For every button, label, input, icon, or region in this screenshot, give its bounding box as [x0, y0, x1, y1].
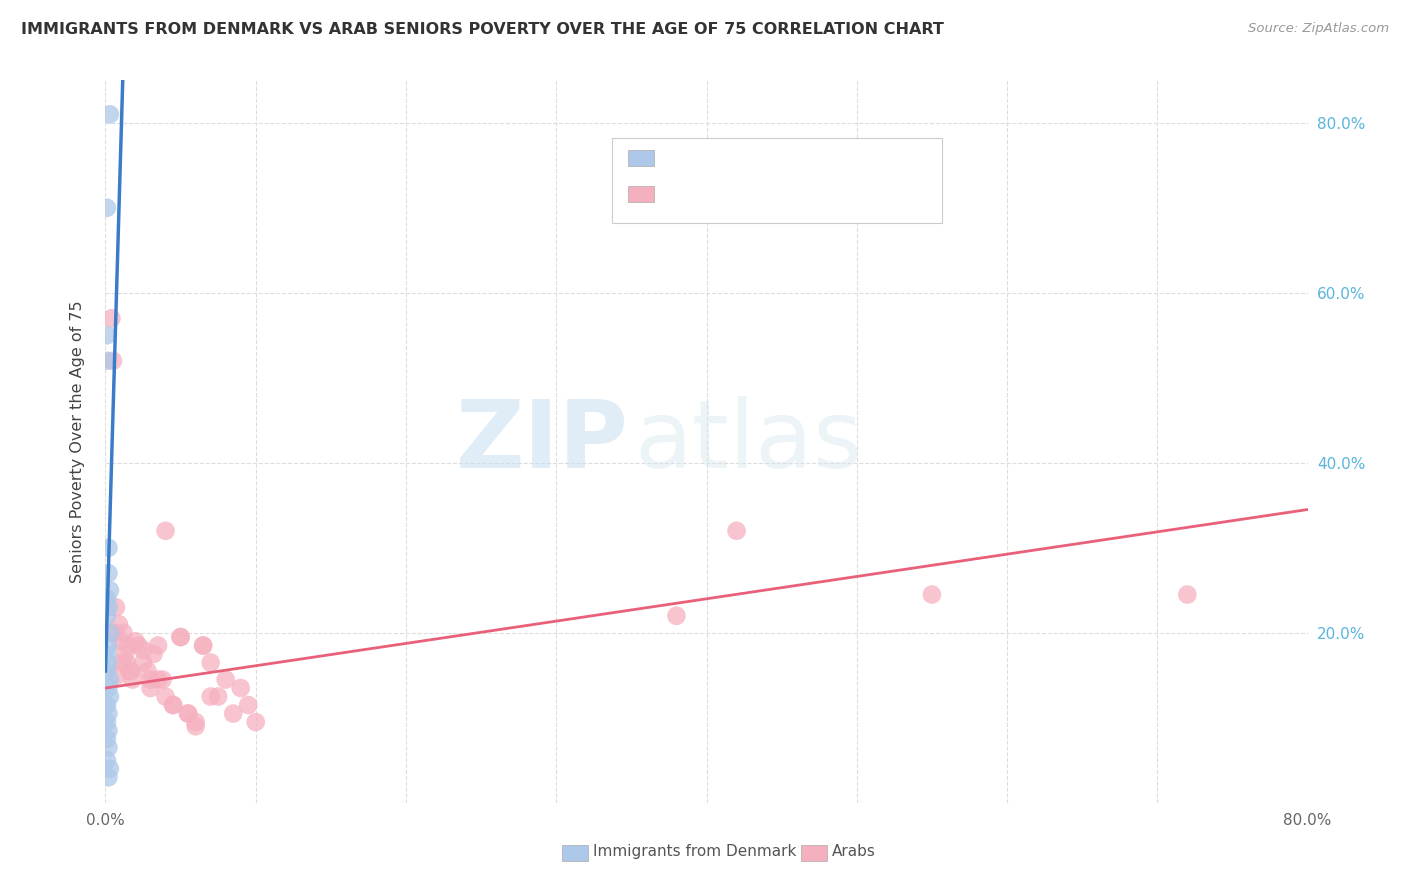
Text: IMMIGRANTS FROM DENMARK VS ARAB SENIORS POVERTY OVER THE AGE OF 75 CORRELATION C: IMMIGRANTS FROM DENMARK VS ARAB SENIORS …: [21, 22, 943, 37]
Point: [97, 740, 120, 755]
Point: [146, 673, 169, 687]
Point: [97, 681, 120, 695]
Point: [96, 714, 118, 729]
Point: [96, 753, 118, 767]
Point: [115, 656, 138, 670]
Point: [169, 630, 191, 644]
Y-axis label: Seniors Poverty Over the Age of 75: Seniors Poverty Over the Age of 75: [70, 301, 84, 582]
Point: [136, 664, 159, 678]
Point: [97, 600, 120, 615]
Point: [97, 566, 120, 581]
Point: [98, 625, 121, 640]
Point: [725, 524, 748, 538]
Point: [146, 639, 169, 653]
Point: [245, 714, 267, 729]
Point: [118, 664, 141, 678]
Point: [120, 664, 142, 678]
Point: [110, 634, 132, 648]
Point: [97, 656, 120, 670]
Point: [200, 656, 222, 670]
Point: [96, 664, 118, 678]
Point: [104, 600, 127, 615]
Point: [921, 588, 943, 602]
Point: [200, 690, 222, 704]
Point: [96, 353, 118, 368]
Point: [100, 311, 122, 326]
Point: [97, 723, 120, 738]
Point: [152, 673, 174, 687]
Point: [96, 698, 118, 712]
Point: [98, 762, 121, 776]
Point: [238, 698, 260, 712]
Point: [142, 647, 165, 661]
Point: [177, 706, 200, 721]
Point: [155, 524, 177, 538]
Point: [132, 642, 155, 657]
Point: [112, 625, 135, 640]
Point: [177, 706, 200, 721]
Point: [97, 706, 120, 721]
Text: ZIP: ZIP: [456, 395, 628, 488]
Point: [207, 690, 229, 704]
Point: [162, 698, 184, 712]
Point: [96, 732, 118, 747]
Point: [124, 634, 146, 648]
Text: Arabs: Arabs: [832, 845, 876, 859]
Point: [169, 630, 191, 644]
Point: [108, 617, 131, 632]
Point: [1175, 588, 1198, 602]
Point: [103, 625, 125, 640]
Point: [117, 639, 139, 653]
Point: [98, 107, 121, 121]
Point: [184, 714, 207, 729]
Point: [96, 328, 118, 343]
Point: [97, 770, 120, 784]
Point: [107, 668, 129, 682]
Point: [184, 719, 207, 733]
Text: atlas: atlas: [634, 395, 863, 488]
Text: Source: ZipAtlas.com: Source: ZipAtlas.com: [1249, 22, 1389, 36]
Point: [229, 681, 252, 695]
Point: [96, 608, 118, 623]
Point: [121, 673, 143, 687]
Point: [132, 656, 155, 670]
Point: [139, 681, 162, 695]
Point: [155, 690, 177, 704]
Point: [97, 639, 120, 653]
Point: [665, 608, 688, 623]
Point: [97, 541, 120, 555]
Point: [101, 353, 124, 368]
Point: [128, 639, 150, 653]
Point: [98, 583, 121, 598]
Point: [139, 673, 162, 687]
Text: R = 0.217: R = 0.217: [665, 187, 741, 202]
Point: [96, 201, 118, 215]
Point: [222, 706, 245, 721]
Point: [191, 639, 214, 653]
Point: [96, 647, 118, 661]
Point: [98, 690, 121, 704]
Text: N = 51: N = 51: [773, 187, 831, 202]
Point: [162, 698, 184, 712]
Point: [191, 639, 214, 653]
Point: [98, 673, 121, 687]
Text: N = 27: N = 27: [773, 152, 831, 166]
Text: R = 0.621: R = 0.621: [665, 152, 741, 166]
Point: [114, 647, 136, 661]
Point: [96, 591, 118, 606]
Point: [111, 656, 134, 670]
Text: Immigrants from Denmark: Immigrants from Denmark: [593, 845, 797, 859]
Point: [214, 673, 236, 687]
